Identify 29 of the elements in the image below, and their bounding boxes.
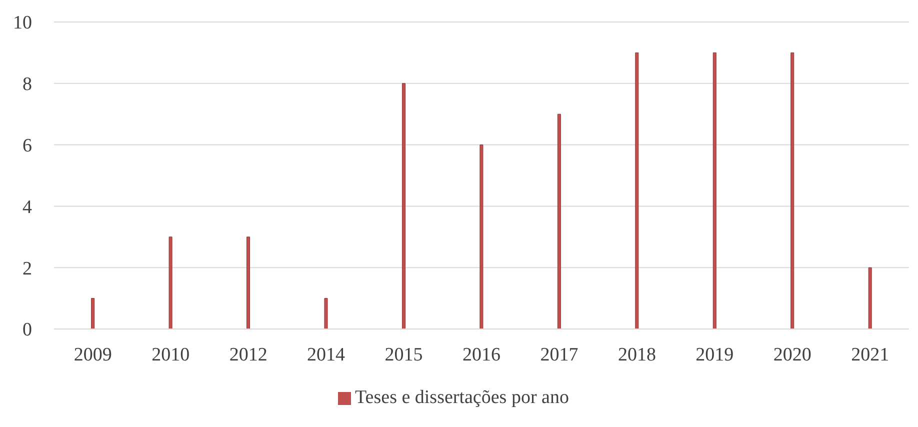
- legend-label: Teses e dissertações por ano: [355, 387, 569, 408]
- x-tick-label: 2018: [618, 344, 656, 366]
- bar: [712, 52, 716, 329]
- x-tick-label: 2016: [462, 344, 500, 366]
- bar: [480, 144, 484, 329]
- x-tick-label: 2014: [307, 344, 346, 366]
- y-tick-label: 8: [22, 74, 32, 96]
- y-tick-label: 4: [22, 196, 32, 218]
- bar: [246, 236, 250, 329]
- bar: [168, 236, 172, 329]
- x-tick-label: 2021: [851, 344, 890, 366]
- bar: [324, 298, 328, 329]
- y-tick-label: 0: [22, 320, 32, 341]
- bar: [557, 114, 561, 329]
- x-tick-label: 2017: [540, 344, 578, 366]
- bar: [402, 83, 406, 329]
- x-tick-label: 2012: [229, 344, 268, 366]
- bar: [868, 267, 872, 329]
- x-tick-label: 2009: [74, 344, 112, 366]
- x-tick-label: 2010: [152, 344, 190, 366]
- bar: [790, 52, 794, 329]
- y-tick-label: 2: [22, 258, 32, 280]
- x-tick-label: 2019: [696, 344, 734, 366]
- y-tick-label: 6: [22, 136, 32, 157]
- x-tick-label: 2015: [384, 344, 423, 366]
- y-tick-label: 10: [13, 12, 32, 34]
- x-tick-label: 2020: [773, 344, 812, 366]
- bar: [635, 52, 639, 329]
- bar: [91, 298, 95, 329]
